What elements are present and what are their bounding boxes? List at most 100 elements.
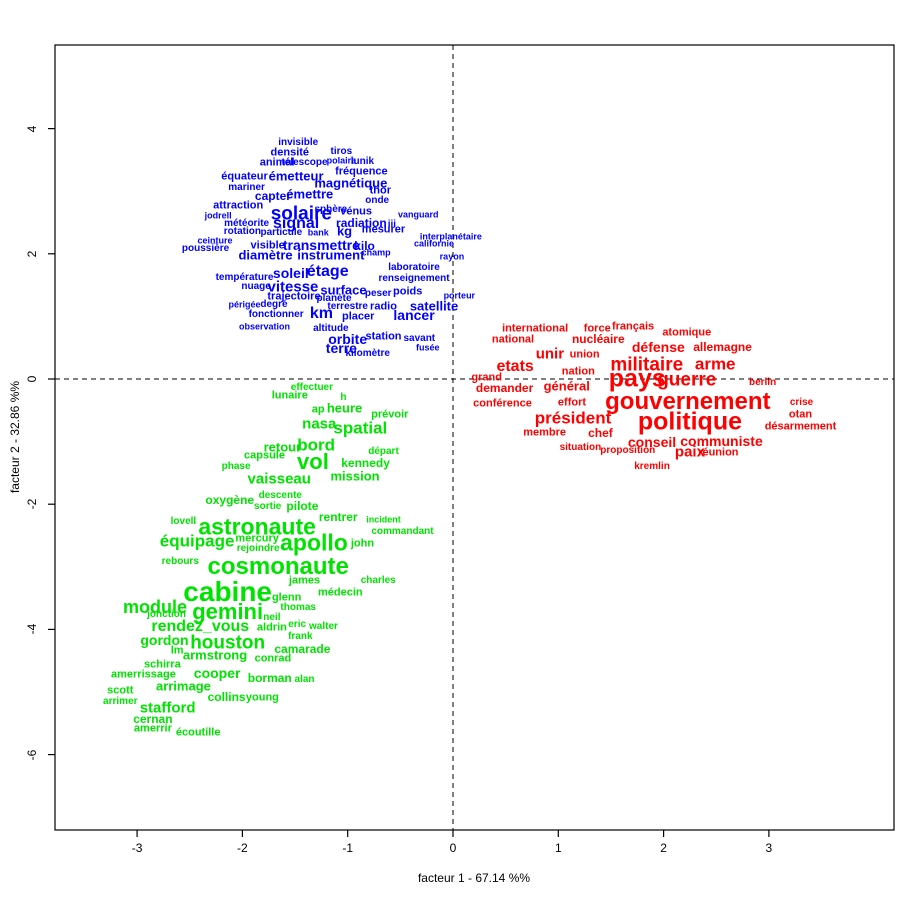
chart-word: crise — [789, 396, 814, 408]
chart-word: trajectoire — [267, 290, 321, 303]
chart-word: collins — [207, 690, 246, 704]
chart-word: heure — [326, 400, 363, 416]
chart-word: poids — [393, 285, 423, 298]
chart-word: bord — [297, 435, 335, 455]
y-tick-label: 0 — [25, 375, 39, 383]
chart-word: armstrong — [182, 647, 248, 663]
chart-word: kremlin — [634, 461, 670, 473]
chart-word: h — [340, 391, 347, 403]
chart-word: médecin — [318, 586, 363, 599]
chart-word: fonctionner — [248, 309, 304, 321]
chart-word: phase — [221, 461, 251, 473]
chart-word: thomas — [280, 602, 316, 614]
y-tick-label: -2 — [25, 498, 39, 510]
chart-word: altitude — [313, 322, 349, 334]
chart-word: amerrir — [133, 722, 172, 735]
chart-word: ceinture — [197, 235, 233, 246]
chart-word: unir — [535, 345, 565, 363]
chart-word: retour — [263, 439, 302, 455]
chart-word: nucléaire — [571, 331, 625, 346]
x-tick-label: -1 — [342, 841, 354, 855]
chart-word: lm — [170, 644, 184, 657]
chart-word: neil — [263, 612, 281, 624]
chart-word: arrimer — [103, 696, 138, 708]
chart-word: désarmement — [764, 420, 837, 433]
chart-word: gemini — [192, 598, 264, 624]
chart-word: rayon — [439, 251, 465, 262]
chart-word: grand — [471, 371, 502, 384]
chart-word: kilo — [354, 239, 375, 254]
chart-word: sphère — [314, 203, 348, 215]
chart-word: atomique — [662, 326, 712, 339]
chart-word: cernan — [133, 711, 173, 726]
chart-word: lovell — [170, 515, 197, 527]
chart-word: champ — [361, 247, 391, 258]
chart-word: équipage — [159, 531, 235, 551]
chart-word: émettre — [286, 186, 334, 202]
chart-word: invisible — [278, 136, 319, 148]
chart-word: peser — [364, 287, 392, 299]
chart-word: bank — [307, 227, 329, 238]
chart-word: mesurer — [361, 223, 406, 236]
chart-word: rotation — [223, 225, 261, 237]
chart-word: module — [122, 596, 188, 617]
chart-word: planète — [316, 292, 352, 304]
chart-word: jodrell — [204, 210, 232, 221]
chart-word: sortie — [254, 500, 282, 512]
chart-word: capter — [254, 189, 291, 204]
chart-word: etats — [496, 358, 534, 376]
chart-word: californie — [414, 238, 455, 249]
x-tick-label: 2 — [660, 841, 667, 855]
chart-word: conseil — [627, 434, 677, 451]
chart-word: tiros — [330, 145, 353, 157]
chart-word: défense — [631, 339, 685, 356]
chart-word: magnétique — [314, 175, 388, 191]
chart-word: onde — [365, 195, 390, 207]
chart-word: young — [245, 691, 279, 704]
chart-word: vaisseau — [247, 470, 311, 488]
chart-word: polaire — [326, 155, 357, 166]
chart-word: force — [583, 322, 611, 335]
y-tick-label: -6 — [25, 749, 39, 760]
chart-word: chef — [588, 425, 613, 440]
chart-word: instrument — [297, 247, 365, 263]
chart-word: km — [309, 304, 333, 322]
chart-word: émetteur — [268, 168, 324, 184]
chart-word: rebours — [161, 555, 199, 567]
chart-word: allemagne — [693, 340, 752, 355]
chart-word: transmettre — [282, 237, 360, 254]
chart-word: interplanétaire — [419, 231, 482, 242]
chart-word: guerre — [657, 369, 717, 391]
chart-word: densité — [270, 146, 310, 159]
chart-word: amerrissage — [110, 668, 176, 681]
chart-word: savant — [403, 332, 436, 344]
y-tick-label: -4 — [25, 624, 39, 635]
chart-word: thor — [369, 184, 392, 197]
chart-word: vénus — [340, 205, 373, 218]
chart-word: météorite — [224, 217, 270, 229]
chart-word: vanguard — [397, 209, 439, 220]
chart-word: union — [569, 348, 600, 361]
plot-border — [54, 44, 895, 831]
y-axis-title: facteur 2 - 32.86 %% — [8, 380, 22, 494]
chart-word: lancer — [393, 307, 435, 324]
chart-word: visible — [250, 239, 285, 252]
chart-word: rentrer — [318, 509, 358, 524]
chart-word: prévoir — [371, 408, 409, 421]
chart-word: frank — [288, 630, 313, 642]
chart-word: signal — [272, 214, 320, 232]
chart-word: aldrin — [256, 621, 287, 634]
chart-word: cosmonaute — [207, 552, 349, 580]
chart-word: mercury — [235, 532, 279, 545]
chart-word: incident — [366, 514, 401, 525]
chart-word: spatial — [333, 418, 388, 438]
chart-word: périgée — [228, 299, 261, 310]
chart-word: politique — [637, 407, 742, 436]
chart-word: kilomètre — [345, 347, 390, 359]
chart-word: conférence — [473, 397, 532, 410]
chart-word: télescope — [281, 157, 328, 169]
chart-word: pilote — [286, 499, 319, 514]
x-tick-label: -3 — [131, 841, 143, 855]
chart-word: borman — [247, 671, 292, 686]
